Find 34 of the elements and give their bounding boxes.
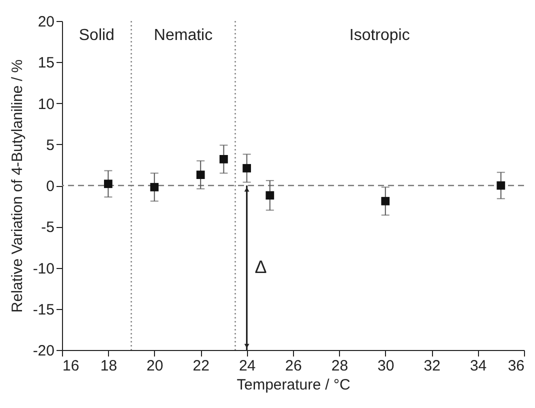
annotation: Solid bbox=[78, 27, 114, 44]
y-tick-label: 20 bbox=[38, 14, 54, 30]
point bbox=[496, 181, 506, 190]
x-tick-label: 36 bbox=[508, 358, 524, 374]
x-tick-label: 32 bbox=[424, 358, 440, 374]
y-tick-label: 0 bbox=[46, 178, 54, 195]
y-axis-title: Relative Variation of 4-Butylaniline / % bbox=[8, 59, 26, 313]
y-tick-label: 5 bbox=[46, 136, 54, 154]
x-tick-label: 22 bbox=[192, 358, 210, 374]
x-tick-label: 26 bbox=[285, 358, 302, 374]
x-tick-label: 30 bbox=[378, 358, 394, 374]
x-tick-label: 18 bbox=[100, 358, 118, 374]
y-tick-label: -10 bbox=[32, 260, 54, 278]
x-tick-label: 24 bbox=[238, 358, 256, 374]
point bbox=[220, 154, 228, 164]
point bbox=[242, 164, 251, 172]
point bbox=[266, 191, 274, 200]
y-tick-label: 15 bbox=[38, 54, 54, 72]
point bbox=[196, 170, 205, 179]
point bbox=[150, 182, 159, 192]
x-axis-title: Temperature / °C bbox=[236, 376, 350, 394]
x-tick-label: 16 bbox=[62, 358, 80, 374]
y-tick-label: -5 bbox=[41, 219, 54, 236]
annotation: Isotropic bbox=[349, 27, 410, 44]
y-tick-label: -20 bbox=[32, 342, 54, 360]
point bbox=[381, 196, 390, 206]
annotation: Δ bbox=[254, 256, 267, 277]
annotation: Nematic bbox=[154, 27, 213, 44]
y-tick-label: -15 bbox=[32, 301, 54, 318]
y-tick-label: 10 bbox=[38, 96, 54, 113]
x-tick-label: 28 bbox=[331, 358, 348, 374]
point bbox=[104, 180, 112, 188]
x-tick-label: 34 bbox=[470, 358, 487, 374]
x-tick-label: 20 bbox=[146, 358, 164, 374]
